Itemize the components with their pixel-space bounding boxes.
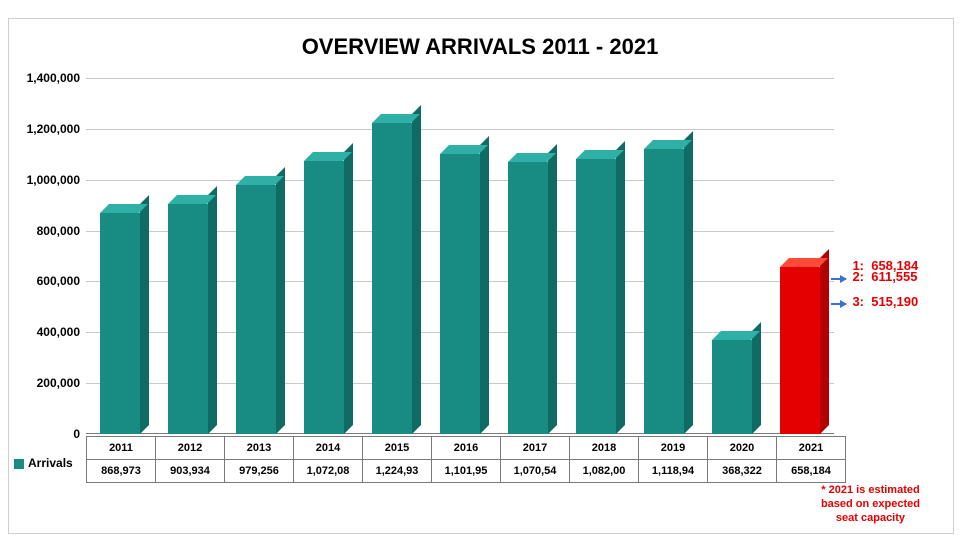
table-cell: 1,070,54 xyxy=(501,460,570,483)
table-col-header: 2020 xyxy=(708,437,777,460)
table-col-header: 2017 xyxy=(501,437,570,460)
y-tick-label: 1,000,000 xyxy=(27,173,80,187)
table-cell: 368,322 xyxy=(708,460,777,483)
table-cell: 1,072,08 xyxy=(294,460,363,483)
bar-2012 xyxy=(168,204,207,434)
footnote-line: seat capacity xyxy=(821,512,920,526)
table-cell: 979,256 xyxy=(225,460,294,483)
bar-2019 xyxy=(644,149,683,434)
y-tick-label: 1,200,000 xyxy=(27,122,80,136)
annotation: 3: 515,190 xyxy=(850,294,918,309)
bar-2014 xyxy=(304,161,343,434)
annotation-arrow xyxy=(831,303,846,305)
legend: Arrivals xyxy=(14,456,73,470)
legend-label: Arrivals xyxy=(28,456,73,470)
bar-2020 xyxy=(712,340,751,434)
table-cell: 1,224,93 xyxy=(363,460,432,483)
table-cell: 658,184 xyxy=(777,460,846,483)
bar-2015 xyxy=(372,123,411,434)
y-tick-label: 0 xyxy=(73,427,80,441)
table-col-header: 2012 xyxy=(156,437,225,460)
table-col-header: 2013 xyxy=(225,437,294,460)
table-col-header: 2018 xyxy=(570,437,639,460)
bar-2011 xyxy=(100,213,139,434)
y-tick-label: 800,000 xyxy=(37,224,80,238)
table-col-header: 2019 xyxy=(639,437,708,460)
footnote: * 2021 is estimatedbased on expectedseat… xyxy=(821,484,920,525)
bar-2018 xyxy=(576,159,615,434)
table-cell: 1,082,00 xyxy=(570,460,639,483)
gridline xyxy=(86,129,834,130)
bar-2017 xyxy=(508,162,547,434)
table-cell: 903,934 xyxy=(156,460,225,483)
gridline xyxy=(86,78,834,79)
table-cell: 868,973 xyxy=(87,460,156,483)
table-col-header: 2016 xyxy=(432,437,501,460)
plot-area: 0200,000400,000600,000800,0001,000,0001,… xyxy=(86,78,834,434)
y-tick-label: 200,000 xyxy=(37,376,80,390)
data-table: 2011201220132014201520162017201820192020… xyxy=(86,436,846,483)
table-cell: 1,101,95 xyxy=(432,460,501,483)
bar-2021 xyxy=(780,267,819,434)
annotation-arrow xyxy=(831,278,846,280)
arrivals-chart: OVERVIEW ARRIVALS 2011 - 2021 0200,00040… xyxy=(0,0,960,540)
table-cell: 1,118,94 xyxy=(639,460,708,483)
y-tick-label: 600,000 xyxy=(37,274,80,288)
y-tick-label: 400,000 xyxy=(37,325,80,339)
legend-swatch xyxy=(14,459,24,469)
table-col-header: 2015 xyxy=(363,437,432,460)
y-tick-label: 1,400,000 xyxy=(27,71,80,85)
table-col-header: 2021 xyxy=(777,437,846,460)
bar-2013 xyxy=(236,185,275,434)
table-col-header: 2011 xyxy=(87,437,156,460)
table-col-header: 2014 xyxy=(294,437,363,460)
footnote-line: * 2021 is estimated xyxy=(821,484,920,498)
annotation: 2: 611,555 xyxy=(850,269,918,284)
chart-title: OVERVIEW ARRIVALS 2011 - 2021 xyxy=(0,34,960,60)
footnote-line: based on expected xyxy=(821,498,920,512)
bar-2016 xyxy=(440,154,479,434)
